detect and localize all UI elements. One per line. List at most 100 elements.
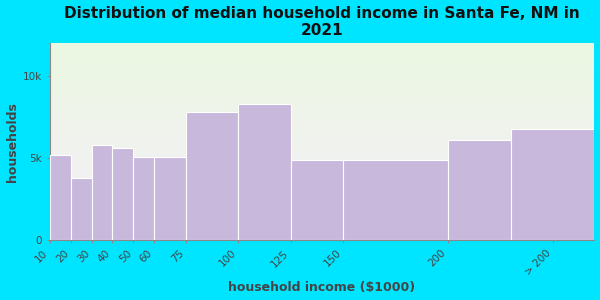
Bar bbox=[50, 118, 595, 119]
Bar bbox=[50, 175, 595, 176]
Bar bbox=[50, 128, 595, 129]
Bar bbox=[50, 104, 595, 105]
Bar bbox=[50, 91, 595, 92]
Bar bbox=[50, 99, 595, 101]
Bar bbox=[50, 76, 595, 77]
Bar bbox=[50, 68, 595, 69]
Bar bbox=[50, 231, 595, 232]
Bar bbox=[50, 192, 595, 193]
Bar bbox=[50, 126, 595, 127]
Bar bbox=[50, 77, 595, 78]
Bar bbox=[50, 112, 595, 113]
Bar bbox=[50, 130, 595, 131]
Bar bbox=[50, 107, 595, 108]
Bar bbox=[50, 227, 595, 228]
Bar bbox=[50, 195, 595, 196]
Bar bbox=[50, 83, 595, 84]
Bar bbox=[50, 43, 595, 44]
Bar bbox=[50, 150, 595, 151]
Bar bbox=[50, 148, 595, 150]
Bar bbox=[50, 234, 595, 235]
Bar bbox=[50, 178, 595, 179]
Bar bbox=[50, 81, 595, 82]
Bar bbox=[50, 185, 595, 186]
Bar bbox=[50, 74, 595, 75]
Bar bbox=[92, 145, 112, 240]
Bar bbox=[50, 174, 595, 175]
Bar bbox=[50, 119, 595, 120]
Bar bbox=[50, 123, 595, 124]
Bar bbox=[50, 172, 595, 173]
Bar bbox=[50, 142, 595, 143]
Bar bbox=[50, 46, 595, 47]
Bar bbox=[50, 47, 595, 48]
Bar bbox=[50, 204, 595, 205]
Bar bbox=[50, 152, 595, 153]
Bar bbox=[448, 140, 511, 240]
Bar bbox=[50, 187, 595, 188]
Bar bbox=[50, 226, 595, 227]
Bar bbox=[50, 207, 595, 208]
Bar bbox=[50, 138, 595, 139]
Bar bbox=[50, 157, 595, 158]
Bar bbox=[50, 117, 595, 118]
Bar bbox=[50, 208, 595, 209]
Bar bbox=[50, 223, 595, 224]
Bar bbox=[50, 129, 595, 130]
Bar bbox=[50, 224, 595, 225]
Bar bbox=[50, 218, 595, 220]
Bar bbox=[50, 193, 595, 194]
Bar bbox=[50, 114, 595, 115]
Bar bbox=[50, 109, 595, 110]
Bar bbox=[50, 44, 595, 45]
Bar bbox=[50, 60, 595, 61]
Bar bbox=[50, 209, 595, 210]
Bar bbox=[50, 48, 595, 49]
Bar bbox=[50, 79, 595, 80]
Bar bbox=[50, 105, 595, 106]
Bar bbox=[50, 137, 595, 138]
Bar bbox=[50, 70, 595, 71]
Bar bbox=[50, 72, 595, 73]
Bar bbox=[50, 94, 595, 95]
Bar bbox=[50, 205, 595, 206]
Bar bbox=[50, 202, 595, 203]
Bar bbox=[50, 85, 595, 86]
Bar bbox=[50, 169, 595, 170]
Bar bbox=[50, 203, 595, 204]
Bar bbox=[238, 104, 290, 240]
Bar bbox=[50, 233, 595, 234]
Bar bbox=[50, 181, 595, 182]
Bar bbox=[50, 220, 595, 221]
Bar bbox=[50, 103, 595, 104]
Bar bbox=[50, 84, 595, 85]
Bar bbox=[50, 212, 595, 213]
Bar bbox=[50, 155, 595, 157]
Bar bbox=[50, 88, 595, 90]
Bar bbox=[154, 157, 186, 240]
Bar bbox=[50, 160, 595, 161]
Bar bbox=[50, 90, 595, 91]
Bar bbox=[50, 116, 595, 117]
Bar bbox=[50, 173, 595, 174]
Bar bbox=[50, 238, 595, 239]
Bar bbox=[50, 200, 595, 201]
Bar bbox=[50, 186, 595, 187]
Bar bbox=[50, 164, 595, 165]
X-axis label: household income ($1000): household income ($1000) bbox=[229, 281, 416, 294]
Bar bbox=[50, 190, 595, 191]
Bar bbox=[50, 183, 595, 184]
Bar bbox=[50, 145, 595, 146]
Bar bbox=[186, 112, 238, 240]
Bar bbox=[50, 122, 595, 123]
Bar bbox=[50, 161, 595, 162]
Bar bbox=[50, 165, 595, 166]
Bar bbox=[50, 179, 595, 180]
Bar bbox=[50, 210, 595, 211]
Bar bbox=[50, 228, 595, 230]
Bar bbox=[50, 102, 595, 103]
Bar bbox=[50, 230, 595, 231]
Bar bbox=[50, 162, 595, 164]
Bar bbox=[50, 54, 595, 55]
Bar bbox=[50, 182, 595, 183]
